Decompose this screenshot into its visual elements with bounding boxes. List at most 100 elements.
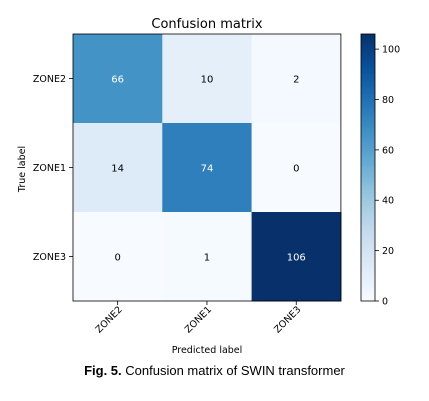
colorbar-tick-label: 60	[382, 145, 394, 156]
colorbar-gradient-step	[361, 125, 375, 129]
colorbar-gradient-step	[361, 89, 375, 93]
cell-value-label: 0	[293, 164, 299, 175]
colorbar-gradient-step	[361, 160, 375, 164]
colorbar-gradient-step	[361, 298, 375, 302]
colorbar-gradient-step	[361, 154, 375, 157]
cell-value-label: 106	[287, 253, 306, 264]
colorbar-gradient-step	[361, 234, 375, 238]
colorbar-gradient-step	[361, 292, 375, 295]
colorbar-gradient-step	[361, 207, 375, 211]
colorbar-gradient-step	[361, 198, 375, 202]
colorbar-gradient-step	[361, 40, 375, 44]
colorbar-gradient-step	[361, 105, 375, 109]
colorbar-gradient-step	[361, 180, 375, 184]
colorbar-gradient-step	[361, 205, 375, 209]
colorbar-gradient-step	[361, 149, 375, 153]
colorbar-gradient-step	[361, 94, 375, 97]
x-tick-label: ZONE3	[272, 304, 303, 335]
colorbar-gradient-step	[361, 74, 375, 77]
colorbar-gradient-step	[361, 174, 375, 177]
colorbar-gradient-step	[361, 42, 375, 46]
colorbar-gradient-step	[361, 285, 375, 289]
cell-value-label: 2	[293, 75, 299, 86]
caption-label: Fig. 5.	[84, 363, 122, 378]
x-tick-label: ZONE2	[94, 304, 125, 335]
colorbar-gradient-step	[361, 151, 375, 155]
cell-value-label: 0	[114, 253, 120, 264]
heatmap-cell	[162, 212, 253, 302]
colorbar-gradient-step	[361, 223, 375, 226]
colorbar-gradient-step	[361, 263, 375, 266]
colorbar-gradient-step	[361, 240, 375, 244]
colorbar-gradient-step	[361, 163, 375, 166]
colorbar-gradient-step	[361, 194, 375, 198]
colorbar-gradient-step	[361, 269, 375, 273]
colorbar-tick-label: 80	[382, 95, 394, 106]
colorbar-gradient-step	[361, 138, 375, 142]
colorbar-gradient-step	[361, 60, 375, 64]
colorbar-gradient-step	[361, 165, 375, 169]
colorbar-gradient-step	[361, 187, 375, 191]
x-axis-label: Predicted label	[172, 345, 243, 356]
colorbar-gradient-step	[361, 252, 375, 255]
colorbar-gradient-step	[361, 62, 375, 66]
colorbar-gradient-step	[361, 280, 375, 284]
colorbar-gradient-step	[361, 65, 375, 68]
heatmap-cell	[251, 34, 342, 124]
colorbar-gradient-step	[361, 232, 375, 235]
colorbar-gradient-step	[361, 247, 375, 251]
colorbar-gradient-step	[361, 260, 375, 264]
colorbar-gradient-step	[361, 91, 375, 95]
colorbar-gradient-step	[361, 85, 375, 88]
colorbar-gradient-step	[361, 54, 375, 57]
colorbar-gradient-step	[361, 118, 375, 122]
colorbar-gradient-step	[361, 209, 375, 213]
colorbar-tick-label: 0	[382, 297, 388, 308]
colorbar-gradient-step	[361, 129, 375, 133]
colorbar-gradient-step	[361, 189, 375, 193]
colorbar-gradient-step	[361, 272, 375, 275]
heatmap-cell	[73, 212, 163, 302]
colorbar-gradient-step	[361, 178, 375, 182]
colorbar-gradient-step	[361, 107, 375, 111]
colorbar-gradient-step	[361, 254, 375, 258]
colorbar-gradient-step	[361, 51, 375, 55]
colorbar-gradient-step	[361, 131, 375, 135]
colorbar-gradient-step	[361, 220, 375, 224]
colorbar-gradient-step	[361, 136, 375, 140]
cell-value-label: 1	[204, 253, 210, 264]
colorbar-gradient-step	[361, 82, 375, 86]
colorbar-gradient-step	[361, 296, 375, 300]
colorbar: 0 20 40 60 80 100	[360, 33, 400, 308]
x-tick-label: ZONE1	[183, 304, 214, 335]
heatmap-cell	[162, 123, 253, 213]
colorbar-gradient-step	[361, 287, 375, 291]
colorbar-gradient-step	[361, 185, 375, 189]
colorbar-gradient-step	[361, 171, 375, 175]
colorbar-gradient-step	[361, 109, 375, 113]
colorbar-gradient-step	[361, 200, 375, 204]
colorbar-gradient-step	[361, 278, 375, 282]
colorbar-gradient-step	[361, 123, 375, 126]
colorbar-gradient-step	[361, 249, 375, 253]
colorbar-gradient-step	[361, 120, 375, 124]
colorbar-gradient-step	[361, 96, 375, 100]
colorbar-gradient-step	[361, 80, 375, 84]
colorbar-tick-label: 100	[382, 45, 400, 56]
colorbar-gradient-step	[361, 58, 375, 62]
colorbar-gradient-step	[361, 216, 375, 220]
colorbar-gradient-step	[361, 87, 375, 91]
colorbar-gradient-step	[361, 71, 375, 75]
colorbar-gradient-step	[361, 218, 375, 222]
y-tick-label: ZONE1	[33, 163, 66, 174]
colorbar-gradient-step	[361, 169, 375, 173]
colorbar-gradient-step	[361, 49, 375, 53]
colorbar-gradient-step	[361, 36, 375, 40]
colorbar-tick-label: 40	[382, 196, 394, 207]
colorbar-gradient-step	[361, 276, 375, 280]
cell-value-label: 10	[201, 75, 214, 86]
colorbar-gradient-step	[361, 294, 375, 298]
y-axis-ticks: ZONE2 ZONE1 ZONE3	[33, 74, 73, 263]
colorbar-gradient-step	[361, 134, 375, 137]
